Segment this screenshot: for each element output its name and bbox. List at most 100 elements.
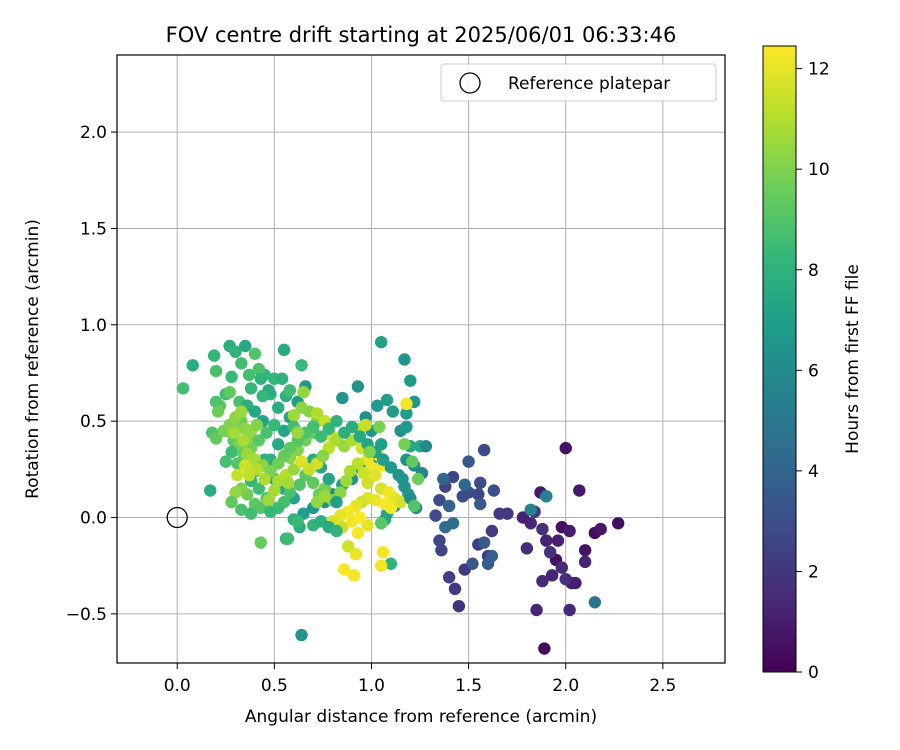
data-point	[330, 495, 343, 509]
data-point	[353, 511, 367, 524]
data-point	[611, 517, 625, 530]
data-point	[235, 405, 248, 418]
data-point	[283, 441, 297, 455]
data-point	[209, 395, 223, 409]
data-point	[287, 463, 300, 476]
data-point	[252, 362, 266, 376]
data-point	[437, 472, 450, 486]
chart-title: FOV centre drift starting at 2025/06/01 …	[166, 23, 677, 47]
legend-label: Reference platepar	[508, 74, 670, 94]
data-point	[524, 503, 537, 516]
data-point	[314, 430, 328, 443]
x-tick-label: 1.5	[455, 676, 482, 696]
data-point	[260, 426, 273, 439]
data-point	[359, 418, 372, 432]
data-point	[235, 357, 248, 370]
data-point	[485, 549, 499, 563]
data-point	[209, 364, 223, 378]
data-point	[231, 468, 244, 482]
data-point	[254, 536, 267, 549]
y-axis-label: Rotation from reference (arcmin)	[23, 219, 43, 499]
colorbar-label: Hours from first FF file	[843, 264, 863, 454]
data-point	[306, 420, 320, 434]
data-point	[227, 426, 240, 439]
data-point	[406, 455, 419, 468]
data-point	[472, 488, 485, 501]
data-point	[277, 343, 291, 357]
data-point	[254, 501, 267, 515]
data-point	[211, 405, 225, 418]
data-point	[373, 420, 386, 434]
data-point	[419, 440, 433, 453]
data-point	[380, 393, 394, 407]
data-point	[516, 511, 530, 524]
data-point	[250, 418, 264, 432]
data-point	[225, 370, 238, 384]
data-point	[394, 495, 407, 509]
data-point	[322, 422, 335, 436]
data-point	[487, 484, 501, 497]
colorbar-ticks: 0 2 4 6 8 10 12	[796, 60, 830, 683]
data-point	[361, 519, 374, 532]
data-point	[272, 401, 285, 414]
data-point	[268, 484, 281, 497]
data-point	[283, 486, 297, 499]
x-tick-label: 0.5	[261, 676, 288, 696]
colorbar-frame	[762, 45, 797, 673]
data-point	[540, 490, 553, 503]
data-point	[540, 534, 553, 547]
data-point	[578, 544, 592, 557]
data-point	[295, 628, 308, 642]
data-point	[268, 418, 281, 432]
y-tick-label: 0.0	[80, 509, 107, 529]
data-point	[559, 441, 572, 455]
data-point	[433, 534, 446, 547]
data-point	[543, 545, 557, 559]
data-point	[376, 545, 390, 559]
data-point	[293, 478, 306, 491]
x-tick-label: 0.0	[164, 676, 191, 696]
data-point	[400, 397, 413, 411]
reference-marker-layer	[166, 506, 188, 529]
data-point	[264, 505, 277, 518]
data-point	[223, 386, 236, 399]
data-point	[336, 391, 349, 405]
data-point	[563, 603, 576, 617]
data-point	[588, 596, 602, 609]
data-point	[374, 559, 388, 572]
plot-frame	[116, 54, 726, 664]
data-point	[277, 424, 291, 437]
data-point	[384, 557, 398, 570]
data-point	[400, 420, 413, 434]
data-point	[229, 486, 242, 499]
data-point	[254, 372, 267, 385]
x-axis-label: Angular distance from reference (arcmin)	[245, 707, 597, 727]
data-point	[204, 484, 217, 497]
data-point	[341, 540, 355, 553]
colorbar-tick-label: 12	[808, 60, 830, 80]
data-point	[378, 497, 392, 511]
data-point	[295, 359, 308, 372]
data-point	[275, 372, 289, 385]
colorbar-tick-label: 6	[808, 361, 819, 381]
colorbar-tick-label: 4	[808, 462, 819, 482]
data-point	[477, 536, 491, 549]
colorbar-tick-label: 8	[808, 261, 819, 281]
data-point	[551, 534, 565, 547]
data-point	[371, 399, 384, 412]
data-point	[291, 515, 304, 528]
data-point	[239, 459, 252, 472]
data-point	[392, 468, 405, 482]
data-point	[398, 480, 411, 493]
data-point	[287, 409, 300, 422]
data-point	[252, 434, 266, 447]
data-point	[559, 572, 572, 586]
data-point	[272, 438, 285, 451]
data-point	[363, 445, 376, 459]
x-tick-label: 2.5	[649, 676, 676, 696]
data-point	[466, 557, 479, 570]
data-point	[563, 524, 576, 538]
data-point	[225, 445, 238, 459]
data-point	[569, 576, 582, 590]
